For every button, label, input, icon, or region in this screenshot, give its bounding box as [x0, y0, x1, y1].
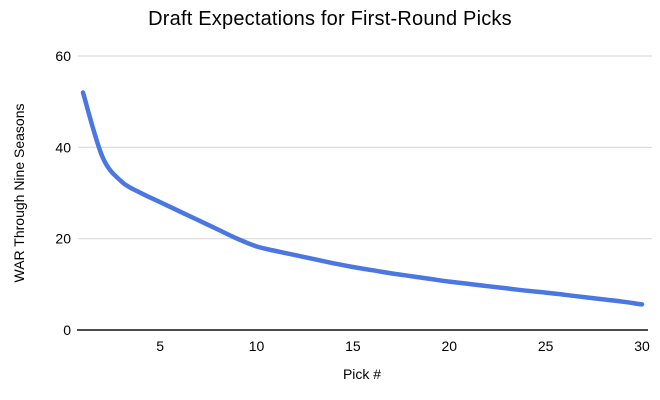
y-tick-label-40: 40: [55, 139, 71, 155]
war-curve: [80, 90, 645, 307]
x-tick-label-20: 20: [441, 338, 457, 354]
y-tick-label-0: 0: [63, 322, 71, 338]
x-tick-label-30: 30: [634, 338, 650, 354]
x-axis-title: Pick #: [342, 366, 382, 382]
x-tick-label-25: 25: [538, 338, 554, 354]
x-tick-label-15: 15: [345, 338, 361, 354]
y-tick-label-20: 20: [55, 231, 71, 247]
chart-title: Draft Expectations for First-Round Picks: [148, 8, 512, 30]
x-tick-label-10: 10: [249, 338, 265, 354]
y-tick-label-60: 60: [55, 48, 71, 64]
x-tick-label-5: 5: [156, 338, 164, 354]
